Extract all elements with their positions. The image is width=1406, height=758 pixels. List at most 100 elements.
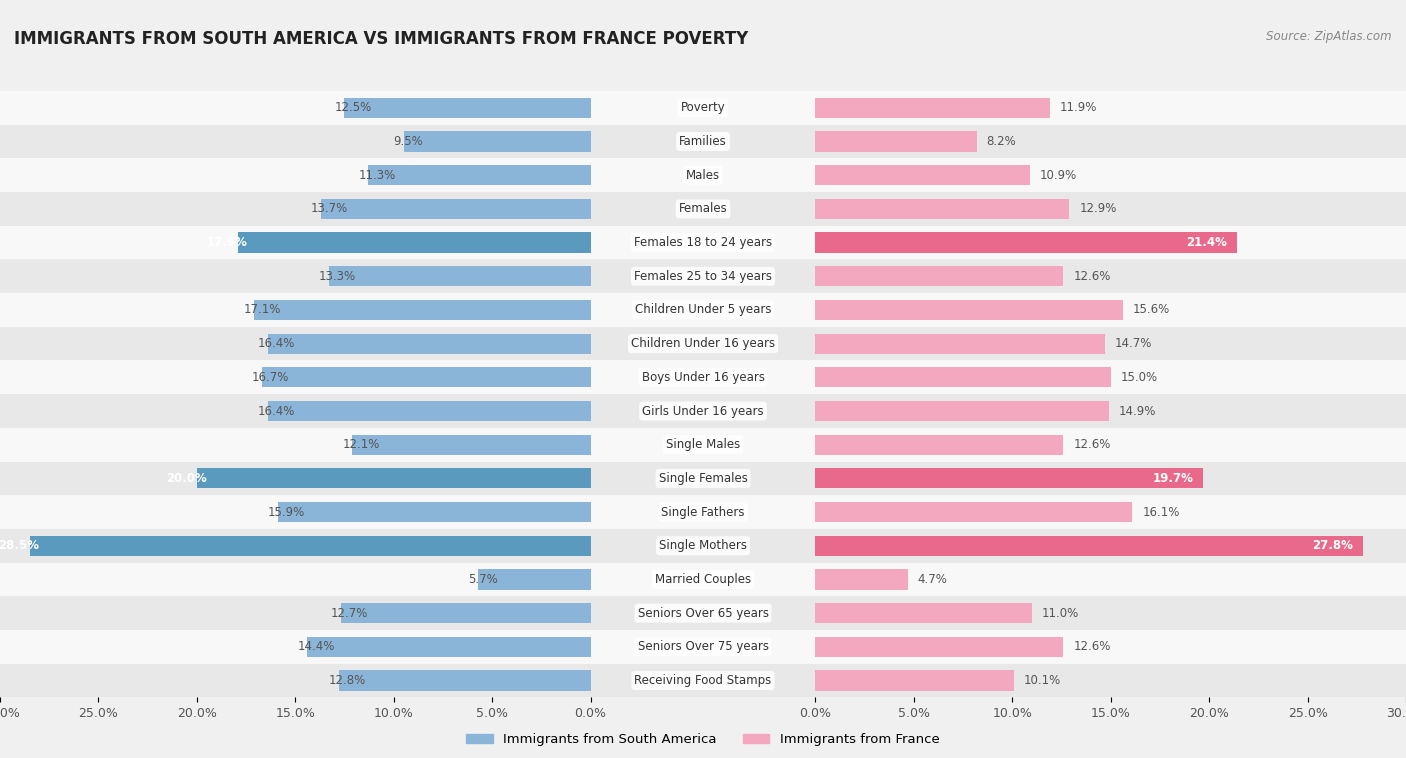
Bar [815, 468, 1204, 488]
Bar [815, 664, 1406, 697]
Bar [478, 569, 591, 590]
Text: Boys Under 16 years: Boys Under 16 years [641, 371, 765, 384]
Text: 17.9%: 17.9% [207, 236, 247, 249]
Text: 11.3%: 11.3% [359, 169, 395, 182]
Bar [321, 199, 591, 219]
Bar [815, 597, 1406, 630]
Bar [591, 259, 815, 293]
Bar [815, 562, 1406, 597]
Bar [815, 91, 1406, 124]
Bar [815, 158, 1406, 192]
Text: 12.9%: 12.9% [1080, 202, 1116, 215]
Text: 12.8%: 12.8% [329, 674, 366, 687]
Text: 15.9%: 15.9% [267, 506, 305, 518]
Bar [815, 124, 1406, 158]
Bar [0, 124, 591, 158]
Text: 14.9%: 14.9% [1119, 405, 1156, 418]
Bar [0, 495, 591, 529]
Bar [267, 334, 591, 354]
Text: Girls Under 16 years: Girls Under 16 years [643, 405, 763, 418]
Text: Females 25 to 34 years: Females 25 to 34 years [634, 270, 772, 283]
Bar [344, 98, 591, 118]
Bar [591, 158, 815, 192]
Bar [815, 226, 1406, 259]
Text: IMMIGRANTS FROM SOUTH AMERICA VS IMMIGRANTS FROM FRANCE POVERTY: IMMIGRANTS FROM SOUTH AMERICA VS IMMIGRA… [14, 30, 748, 49]
Bar [307, 637, 591, 657]
Bar [0, 462, 591, 495]
Text: Seniors Over 75 years: Seniors Over 75 years [637, 641, 769, 653]
Text: 14.4%: 14.4% [297, 641, 335, 653]
Bar [0, 529, 591, 562]
Bar [815, 98, 1050, 118]
Text: 15.0%: 15.0% [1121, 371, 1157, 384]
Bar [815, 266, 1063, 287]
Bar [339, 670, 591, 691]
Text: 12.6%: 12.6% [1073, 270, 1111, 283]
Bar [815, 327, 1406, 361]
Text: 8.2%: 8.2% [987, 135, 1017, 148]
Bar [815, 233, 1237, 252]
Bar [815, 529, 1406, 562]
Text: Receiving Food Stamps: Receiving Food Stamps [634, 674, 772, 687]
Bar [815, 434, 1063, 455]
Text: Families: Families [679, 135, 727, 148]
Bar [0, 361, 591, 394]
Bar [0, 562, 591, 597]
Text: Seniors Over 65 years: Seniors Over 65 years [637, 606, 769, 619]
Text: Single Females: Single Females [658, 472, 748, 485]
Bar [404, 131, 591, 152]
Text: 16.4%: 16.4% [257, 405, 295, 418]
Bar [591, 529, 815, 562]
Text: Females: Females [679, 202, 727, 215]
Text: 9.5%: 9.5% [394, 135, 423, 148]
Text: Single Mothers: Single Mothers [659, 539, 747, 553]
Bar [591, 361, 815, 394]
Bar [0, 192, 591, 226]
Bar [815, 394, 1406, 428]
Bar [591, 597, 815, 630]
Text: 14.7%: 14.7% [1115, 337, 1152, 350]
Text: 19.7%: 19.7% [1153, 472, 1194, 485]
Text: 11.9%: 11.9% [1060, 102, 1097, 114]
Bar [815, 495, 1406, 529]
Legend: Immigrants from South America, Immigrants from France: Immigrants from South America, Immigrant… [461, 728, 945, 751]
Bar [591, 562, 815, 597]
Bar [815, 428, 1406, 462]
Bar [815, 259, 1406, 293]
Text: Single Males: Single Males [666, 438, 740, 451]
Bar [815, 334, 1105, 354]
Text: 12.1%: 12.1% [343, 438, 380, 451]
Text: 12.6%: 12.6% [1073, 641, 1111, 653]
Bar [591, 293, 815, 327]
Bar [815, 300, 1122, 320]
Bar [0, 428, 591, 462]
Bar [197, 468, 591, 488]
Bar [30, 536, 591, 556]
Bar [267, 401, 591, 421]
Bar [591, 664, 815, 697]
Bar [815, 462, 1406, 495]
Bar [815, 401, 1109, 421]
Bar [815, 165, 1031, 185]
Text: Females 18 to 24 years: Females 18 to 24 years [634, 236, 772, 249]
Text: 16.7%: 16.7% [252, 371, 290, 384]
Bar [815, 502, 1132, 522]
Bar [0, 327, 591, 361]
Bar [591, 394, 815, 428]
Bar [815, 192, 1406, 226]
Text: Source: ZipAtlas.com: Source: ZipAtlas.com [1267, 30, 1392, 43]
Bar [591, 462, 815, 495]
Text: 5.7%: 5.7% [468, 573, 498, 586]
Bar [0, 630, 591, 664]
Bar [815, 670, 1014, 691]
Text: 16.1%: 16.1% [1142, 506, 1180, 518]
Text: 27.8%: 27.8% [1312, 539, 1353, 553]
Text: Married Couples: Married Couples [655, 573, 751, 586]
Text: 12.6%: 12.6% [1073, 438, 1111, 451]
Text: 13.7%: 13.7% [311, 202, 349, 215]
Bar [815, 361, 1406, 394]
Bar [591, 495, 815, 529]
Text: 4.7%: 4.7% [918, 573, 948, 586]
Bar [815, 630, 1406, 664]
Bar [815, 536, 1362, 556]
